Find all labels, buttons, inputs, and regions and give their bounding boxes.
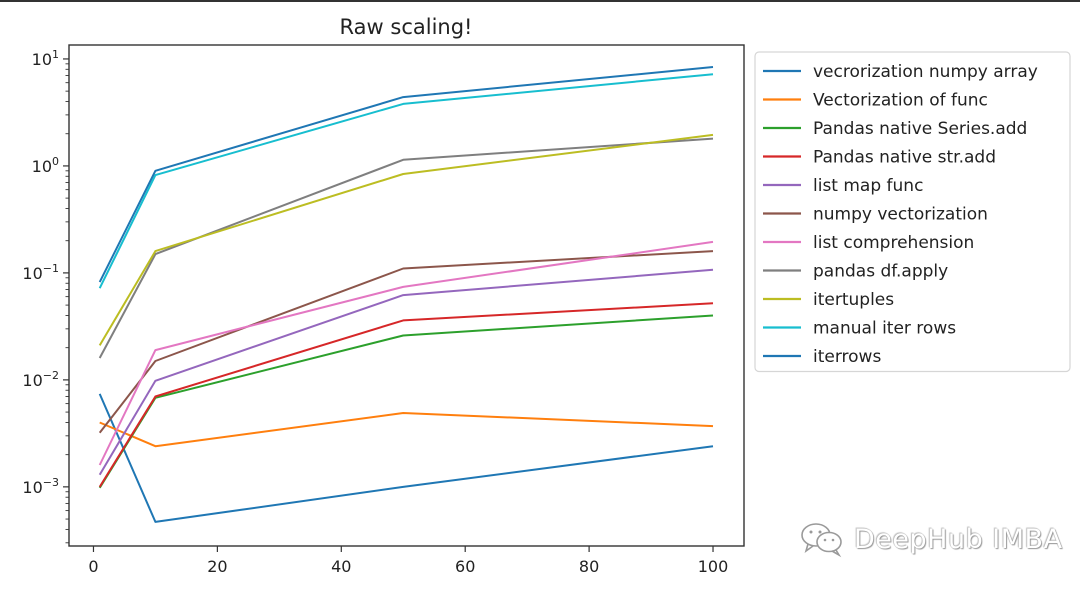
legend-label: iterrows <box>813 347 881 367</box>
series-line-7 <box>98 137 714 359</box>
wechat-icon <box>801 523 842 558</box>
series-line-0 <box>98 393 714 523</box>
x-axis: 0 20 40 60 80 100 <box>88 546 728 576</box>
legend-label: manual iter rows <box>813 319 956 339</box>
x-tick-label: 40 <box>331 557 351 576</box>
legend-label: list map func <box>813 176 923 196</box>
x-tick-label: 20 <box>207 557 227 576</box>
series-line-4 <box>98 268 714 476</box>
watermark: DeepHub IMBA <box>800 520 1063 558</box>
x-tick-label: 60 <box>455 557 475 576</box>
watermark-text: DeepHub IMBA <box>854 523 1063 555</box>
series-line-3 <box>98 302 714 488</box>
legend-label: Pandas native Series.add <box>813 119 1027 139</box>
legend-label: pandas df.apply <box>813 262 948 282</box>
top-border <box>0 0 1080 2</box>
legend-box <box>754 51 1071 373</box>
legend-label: list comprehension <box>813 233 974 253</box>
x-tick-label: 80 <box>579 557 599 576</box>
legend-label: numpy vectorization <box>813 205 988 225</box>
plot-lines <box>98 66 714 523</box>
x-tick-label: 0 <box>88 557 98 576</box>
chart-title: Raw scaling! <box>340 15 473 39</box>
legend: vecrorization numpy array Vectorization o… <box>754 51 1071 373</box>
series-line-1 <box>99 412 714 448</box>
legend-label: itertuples <box>813 290 894 310</box>
y-tick-label: 101 <box>32 48 59 69</box>
series-line-10 <box>98 66 714 283</box>
axes-frame <box>68 44 745 547</box>
y-tick-label: 100 <box>32 155 59 176</box>
y-axis: 10−3 10−2 10−1 100 101 <box>22 48 69 544</box>
series-line-6 <box>98 240 714 466</box>
legend-label: vecrorization numpy array <box>813 62 1038 82</box>
legend-label: Vectorization of func <box>813 91 988 111</box>
y-tick-label: 10−3 <box>22 476 59 497</box>
series-line-5 <box>98 250 714 434</box>
legend-label: Pandas native str.add <box>813 148 996 168</box>
y-tick-label: 10−1 <box>22 262 59 283</box>
series-line-8 <box>98 133 714 346</box>
x-tick-label: 100 <box>698 557 729 576</box>
series-line-9 <box>98 73 714 289</box>
y-tick-label: 10−2 <box>22 369 59 390</box>
